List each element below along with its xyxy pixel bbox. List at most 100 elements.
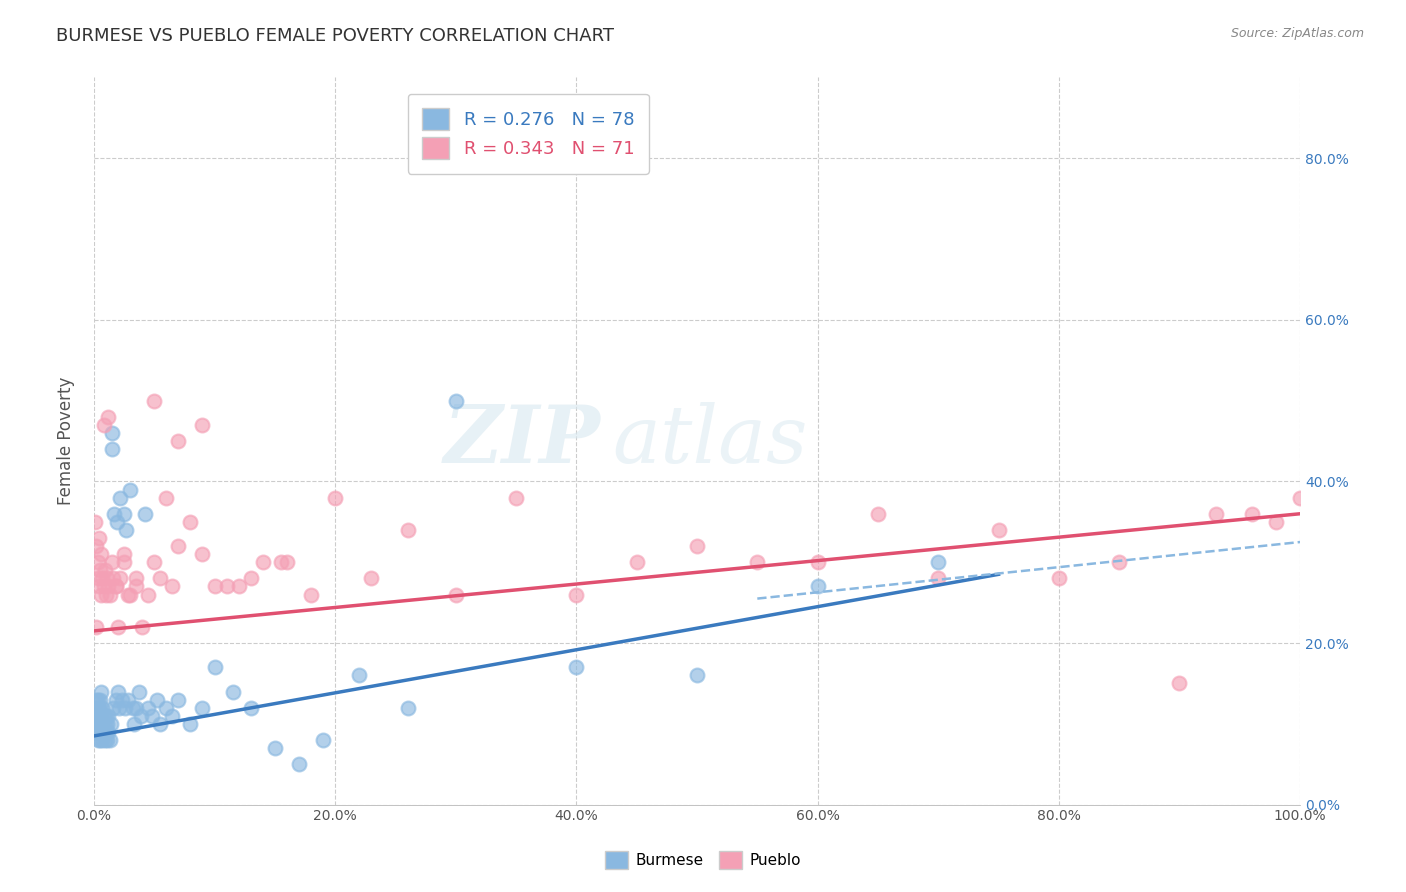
Point bbox=[93, 579, 115, 593]
Point bbox=[107, 684, 129, 698]
Text: Source: ZipAtlas.com: Source: ZipAtlas.com bbox=[1230, 27, 1364, 40]
Point bbox=[444, 588, 467, 602]
Point bbox=[86, 733, 108, 747]
Point bbox=[312, 733, 335, 747]
Point bbox=[1205, 507, 1227, 521]
Point bbox=[1240, 507, 1263, 521]
Point bbox=[136, 700, 159, 714]
Point bbox=[114, 700, 136, 714]
Point bbox=[120, 588, 142, 602]
Point bbox=[93, 708, 115, 723]
Point bbox=[117, 588, 139, 602]
Point bbox=[143, 555, 166, 569]
Point bbox=[807, 579, 830, 593]
Point bbox=[134, 507, 156, 521]
Point bbox=[111, 692, 134, 706]
Point bbox=[100, 716, 122, 731]
Point bbox=[94, 725, 117, 739]
Point bbox=[1168, 676, 1191, 690]
Point bbox=[155, 700, 177, 714]
Point bbox=[505, 491, 527, 505]
Point bbox=[97, 579, 120, 593]
Point bbox=[84, 515, 107, 529]
Point bbox=[167, 539, 190, 553]
Point bbox=[987, 523, 1010, 537]
Point bbox=[179, 716, 201, 731]
Point bbox=[86, 700, 108, 714]
Point bbox=[239, 571, 262, 585]
Point bbox=[90, 588, 112, 602]
Point bbox=[131, 620, 153, 634]
Point bbox=[239, 700, 262, 714]
Point bbox=[84, 700, 107, 714]
Point bbox=[122, 716, 145, 731]
Point bbox=[89, 563, 111, 577]
Point bbox=[167, 692, 190, 706]
Legend: R = 0.276   N = 78, R = 0.343   N = 71: R = 0.276 N = 78, R = 0.343 N = 71 bbox=[408, 94, 648, 174]
Point bbox=[94, 716, 117, 731]
Point bbox=[103, 507, 125, 521]
Point bbox=[97, 725, 120, 739]
Point bbox=[108, 700, 131, 714]
Point bbox=[141, 708, 163, 723]
Point bbox=[136, 588, 159, 602]
Point bbox=[84, 708, 107, 723]
Point bbox=[94, 588, 117, 602]
Point bbox=[91, 700, 114, 714]
Point bbox=[396, 523, 419, 537]
Point bbox=[117, 692, 139, 706]
Point bbox=[204, 660, 226, 674]
Point bbox=[167, 434, 190, 448]
Point bbox=[101, 555, 124, 569]
Point bbox=[89, 716, 111, 731]
Point bbox=[221, 684, 243, 698]
Point bbox=[747, 555, 769, 569]
Point bbox=[927, 571, 949, 585]
Point bbox=[215, 579, 238, 593]
Point bbox=[90, 708, 112, 723]
Point bbox=[125, 571, 148, 585]
Text: atlas: atlas bbox=[613, 402, 808, 480]
Point bbox=[360, 571, 382, 585]
Point bbox=[90, 684, 112, 698]
Point bbox=[155, 491, 177, 505]
Point bbox=[565, 588, 588, 602]
Point bbox=[121, 700, 143, 714]
Point bbox=[162, 708, 184, 723]
Point bbox=[125, 700, 148, 714]
Point bbox=[626, 555, 648, 569]
Point bbox=[191, 700, 214, 714]
Point bbox=[323, 491, 346, 505]
Point bbox=[115, 523, 138, 537]
Point bbox=[97, 708, 120, 723]
Point bbox=[93, 417, 115, 432]
Point bbox=[86, 555, 108, 569]
Point bbox=[204, 579, 226, 593]
Point bbox=[104, 692, 127, 706]
Point bbox=[98, 733, 121, 747]
Point bbox=[86, 692, 108, 706]
Point bbox=[120, 483, 142, 497]
Point bbox=[105, 515, 128, 529]
Point bbox=[87, 531, 110, 545]
Text: ZIP: ZIP bbox=[444, 402, 600, 480]
Point bbox=[129, 708, 152, 723]
Point bbox=[396, 700, 419, 714]
Point bbox=[96, 733, 118, 747]
Point bbox=[112, 507, 135, 521]
Point bbox=[86, 708, 108, 723]
Point bbox=[143, 393, 166, 408]
Point bbox=[91, 733, 114, 747]
Point bbox=[86, 716, 108, 731]
Point bbox=[86, 725, 108, 739]
Point bbox=[349, 668, 371, 682]
Point bbox=[91, 571, 114, 585]
Point bbox=[103, 700, 125, 714]
Point bbox=[807, 555, 830, 569]
Point bbox=[1047, 571, 1070, 585]
Point bbox=[149, 571, 172, 585]
Point bbox=[98, 588, 121, 602]
Point bbox=[288, 757, 311, 772]
Point bbox=[101, 425, 124, 440]
Point bbox=[276, 555, 298, 569]
